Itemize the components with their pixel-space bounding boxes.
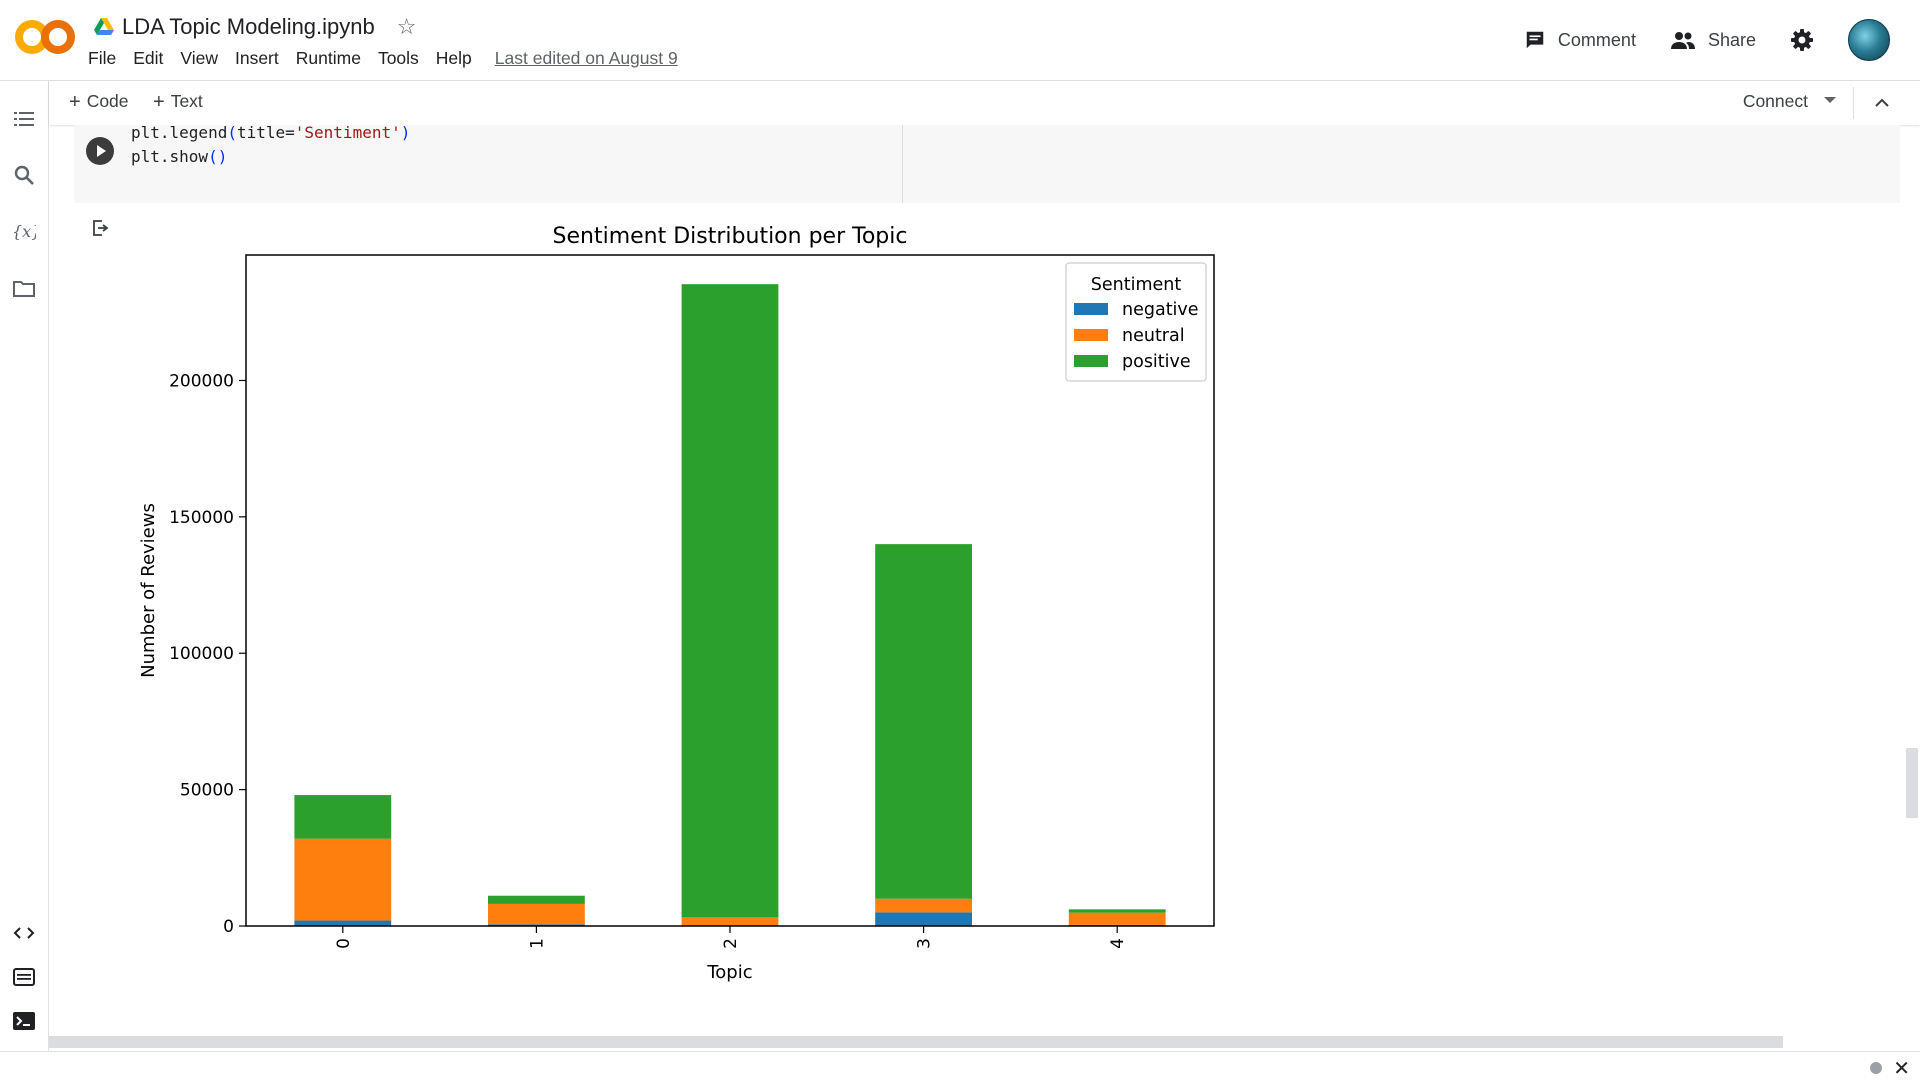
bar-neutral-topic-0 <box>294 838 392 921</box>
code-editor[interactable]: plt.legend(title='Sentiment') plt.show() <box>131 121 410 169</box>
y-tick-label: 100000 <box>169 644 234 664</box>
chevron-up-icon[interactable] <box>1872 93 1892 113</box>
y-axis: 0 50000 100000 150000 200000 <box>169 371 246 937</box>
plot-frame <box>245 254 1215 927</box>
command-palette-icon[interactable] <box>12 965 36 989</box>
status-dot-icon <box>1870 1062 1882 1074</box>
comment-icon <box>1526 31 1544 49</box>
bar-negative-topic-0 <box>294 920 392 926</box>
x-tick-label: 1 <box>527 938 547 949</box>
bar-positive-topic-1 <box>488 895 585 904</box>
x-tick-label: 2 <box>721 938 741 949</box>
variables-icon[interactable]: {x} <box>12 219 36 243</box>
bar-negative-topic-1 <box>488 924 585 926</box>
terminal-icon[interactable] <box>12 1009 36 1033</box>
star-icon[interactable]: ☆ <box>396 14 417 39</box>
comment-button[interactable]: Comment <box>1524 29 1636 51</box>
menu-view[interactable]: View <box>180 48 218 68</box>
legend-swatch-neutral <box>1074 329 1108 341</box>
avatar[interactable] <box>1848 19 1890 61</box>
x-axis-label: Topic <box>706 962 752 983</box>
y-tick-label: 150000 <box>169 508 234 528</box>
add-code-label: Code <box>86 91 129 111</box>
chart-title: Sentiment Distribution per Topic <box>553 224 908 249</box>
table-of-contents-icon[interactable] <box>12 107 36 131</box>
menu-edit[interactable]: Edit <box>133 48 164 68</box>
code-line: plt.show() <box>131 147 228 166</box>
add-code-button[interactable]: + Code <box>69 91 129 112</box>
bar-neutral-topic-1 <box>488 903 585 925</box>
close-icon[interactable]: ✕ <box>1893 1058 1910 1080</box>
y-tick-label: 0 <box>223 917 234 937</box>
connect-button[interactable]: Connect <box>1742 91 1808 111</box>
google-drive-icon[interactable] <box>94 18 114 36</box>
colab-logo[interactable] <box>14 14 76 60</box>
code-line: plt.legend(title='Sentiment') <box>131 123 411 142</box>
legend-label-negative: negative <box>1122 300 1199 320</box>
bar-neutral-topic-2 <box>681 916 779 926</box>
app-header: LDA Topic Modeling.ipynb ☆ File Edit Vie… <box>0 0 1920 81</box>
y-tick-label: 200000 <box>169 371 234 391</box>
chart-legend: Sentiment negative neutral positive <box>1065 262 1207 382</box>
plus-icon: + <box>69 90 81 113</box>
bar-negative-topic-3 <box>875 912 972 926</box>
bar-positive-topic-2 <box>681 284 779 917</box>
last-edited-link[interactable]: Last edited on August 9 <box>494 48 678 68</box>
legend-swatch-positive <box>1074 355 1108 367</box>
status-bar: ✕ <box>0 1051 1920 1081</box>
add-text-label: Text <box>170 91 203 111</box>
legend-box <box>1065 262 1207 382</box>
cell-divider <box>902 125 903 203</box>
code-cell[interactable]: plt.legend(title='Sentiment') plt.show() <box>74 123 1900 203</box>
legend-label-neutral: neutral <box>1122 326 1185 346</box>
share-label: Share <box>1707 29 1756 50</box>
header-actions: Comment Share <box>1524 18 1890 62</box>
menu-help[interactable]: Help <box>435 48 472 68</box>
output-actions-icon[interactable] <box>91 218 111 238</box>
bars <box>294 284 1166 926</box>
bar-positive-topic-0 <box>294 795 392 839</box>
sentiment-chart: Sentiment Distribution per Topic 0 50000 1… <box>138 224 1215 983</box>
menu-tools[interactable]: Tools <box>377 48 419 68</box>
left-rail: {x} <box>0 81 49 1051</box>
y-axis-label: Number of Reviews <box>138 503 159 678</box>
notebook-title[interactable]: LDA Topic Modeling.ipynb <box>122 14 375 39</box>
bar-positive-topic-4 <box>1068 909 1166 913</box>
people-icon <box>1670 32 1695 49</box>
folder-icon[interactable] <box>12 277 36 301</box>
share-button[interactable]: Share <box>1670 30 1756 51</box>
legend-title: Sentiment <box>1091 275 1182 295</box>
y-tick-label: 50000 <box>180 781 234 801</box>
x-tick-label: 3 <box>915 938 935 949</box>
bar-neutral-topic-3 <box>875 898 972 913</box>
menu-bar: File Edit View Insert Runtime Tools Help… <box>88 48 678 69</box>
x-axis: 0 1 2 3 4 <box>334 926 1128 949</box>
notebook-toolbar: + Code + Text Connect <box>49 81 1920 125</box>
menu-runtime[interactable]: Runtime <box>295 48 361 68</box>
menu-insert[interactable]: Insert <box>234 48 279 68</box>
bar-neutral-topic-4 <box>1068 912 1166 925</box>
vertical-scrollbar[interactable] <box>1906 748 1918 818</box>
bar-positive-topic-3 <box>875 544 972 899</box>
menu-file[interactable]: File <box>88 48 117 68</box>
gear-icon[interactable] <box>1790 28 1814 52</box>
legend-swatch-negative <box>1074 303 1108 315</box>
horizontal-scrollbar[interactable] <box>49 1036 1783 1048</box>
x-tick-label: 4 <box>1108 938 1128 949</box>
comment-label: Comment <box>1557 29 1636 50</box>
title-row: LDA Topic Modeling.ipynb ☆ <box>94 10 417 44</box>
legend-label-positive: positive <box>1122 352 1191 372</box>
plus-icon: + <box>153 90 165 113</box>
toolbar-divider <box>1853 87 1854 119</box>
svg-text:{x}: {x} <box>12 222 36 241</box>
search-icon[interactable] <box>12 163 36 187</box>
chevron-down-icon[interactable] <box>1824 97 1836 103</box>
run-cell-button[interactable] <box>86 137 114 165</box>
code-snippets-icon[interactable] <box>12 921 36 945</box>
add-text-button[interactable]: + Text <box>153 91 203 112</box>
x-tick-label: 0 <box>334 938 354 949</box>
